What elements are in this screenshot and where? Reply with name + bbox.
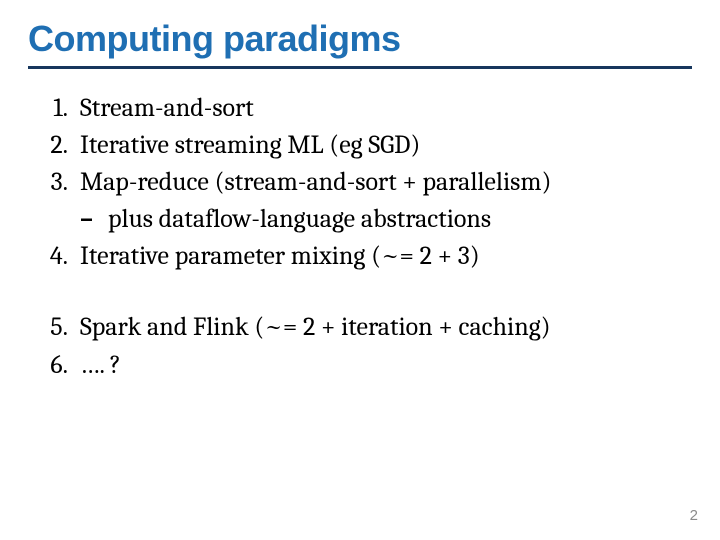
list-number: 6. [28,348,80,383]
list-text: Iterative streaming ML (eg SGD) [80,128,692,163]
list-text: plus dataflow-language abstractions [108,202,692,237]
list-item: 3. Map-reduce (stream-and-sort + paralle… [28,165,692,200]
list-item: 5. Spark and Flink (~= 2 + iteration + c… [28,310,692,345]
slide: Computing paradigms 1. Stream-and-sort 2… [0,0,720,540]
title-underline [28,66,692,69]
list-text: Map-reduce (stream-and-sort + parallelis… [80,165,692,200]
list-item: 6. …. ? [28,348,692,383]
list-text: Spark and Flink (~= 2 + iteration + cach… [80,310,692,345]
list-text: …. ? [80,348,692,383]
bullet-dash-icon: – [80,202,108,237]
list-number: 4. [28,239,80,274]
list-group-2: 5. Spark and Flink (~= 2 + iteration + c… [28,310,692,382]
list-item: 2. Iterative streaming ML (eg SGD) [28,128,692,163]
list-group-1: 1. Stream-and-sort 2. Iterative streamin… [28,91,692,274]
list-gap [28,276,692,310]
list-item: 1. Stream-and-sort [28,91,692,126]
list-text: Iterative parameter mixing (~= 2 + 3) [80,239,692,274]
list-number: 3. [28,165,80,200]
list-text: Stream-and-sort [80,91,692,126]
list-item: 4. Iterative parameter mixing (~= 2 + 3) [28,239,692,274]
list-number: 1. [28,91,80,126]
list-number: 2. [28,128,80,163]
page-number: 2 [690,507,698,524]
slide-body: 1. Stream-and-sort 2. Iterative streamin… [28,91,692,383]
slide-title: Computing paradigms [28,18,692,60]
list-subitem: – plus dataflow-language abstractions [28,202,692,237]
list-number: 5. [28,310,80,345]
